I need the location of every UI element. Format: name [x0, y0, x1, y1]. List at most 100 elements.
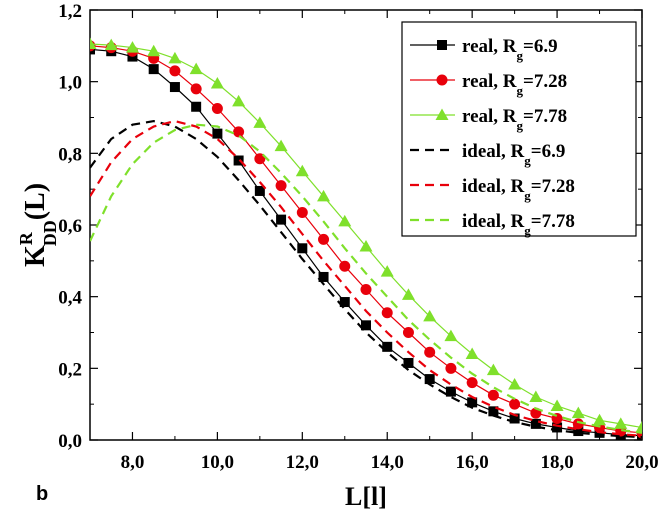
legend-label-name: ideal, R [462, 141, 525, 162]
legend-label-value: =6.9 [523, 36, 558, 57]
data-point [104, 38, 118, 51]
data-point [424, 346, 436, 358]
x-tick-label: 18,0 [540, 452, 573, 473]
data-point [552, 422, 563, 433]
data-point [297, 243, 308, 254]
x-tick-label: 14,0 [371, 452, 404, 473]
legend-label-sub: g [517, 48, 524, 63]
data-point [382, 341, 393, 352]
data-point [402, 327, 414, 338]
data-point [361, 320, 371, 331]
x-tick-label: 8,0 [121, 452, 145, 473]
data-point [465, 347, 479, 359]
legend-label: ideal, Rg=6.9 [462, 141, 565, 168]
y-tick-label: 0,4 [58, 288, 82, 309]
series-3 [90, 37, 642, 433]
legend-label-sub: g [524, 223, 531, 238]
data-point [571, 406, 585, 419]
series-1 [90, 44, 642, 440]
legend-label: real, Rg=7.28 [462, 71, 567, 98]
data-point [339, 297, 350, 308]
data-point [445, 386, 456, 397]
panel-label: b [36, 483, 48, 505]
data-point [572, 418, 584, 430]
data-point [466, 377, 478, 389]
y-axis: 0,0 0,2 0,4 0,6 0,8 1,0 1,2 [58, 1, 642, 452]
data-point [509, 398, 521, 410]
data-point [403, 357, 414, 368]
series-5 [90, 119, 642, 437]
data-point [488, 406, 499, 417]
data-point [509, 413, 520, 424]
y-axis-title-sup: R [16, 231, 36, 245]
data-point [274, 139, 288, 152]
y-tick-label: 1,0 [58, 73, 82, 94]
legend-label-sub: g [517, 83, 524, 98]
series-line [90, 119, 642, 439]
data-point [317, 189, 331, 202]
data-point [487, 389, 499, 401]
data-point [169, 65, 181, 77]
y-tick-label: 0,6 [58, 216, 82, 237]
data-point [296, 206, 308, 218]
legend-box [401, 21, 637, 237]
data-point [445, 362, 457, 374]
data-point [90, 37, 97, 50]
data-point [295, 164, 309, 177]
data-point [381, 307, 393, 319]
data-point [125, 41, 139, 53]
legend-label-name: ideal, R [462, 176, 525, 197]
data-point [232, 94, 246, 107]
data-point [360, 284, 372, 295]
data-point [211, 103, 223, 115]
legend-label: real, Rg=7.78 [462, 106, 567, 133]
x-axis: 8,0 10,0 12,0 14,0 16,0 18,0 20,0 [121, 10, 659, 473]
data-point [508, 377, 522, 390]
data-point [212, 128, 223, 139]
data-point [467, 397, 478, 408]
legend-marker [437, 40, 447, 50]
data-point [254, 153, 266, 165]
legend-label-sub: g [524, 188, 531, 203]
data-point [254, 185, 265, 196]
legend-label-name: real, R [462, 106, 517, 127]
data-point [191, 101, 202, 112]
data-point [253, 116, 267, 128]
data-point [168, 51, 182, 64]
y-tick-label: 0,0 [58, 431, 82, 452]
data-point [189, 62, 203, 75]
legend-label-name: ideal, R [462, 211, 525, 232]
data-point [339, 260, 351, 272]
data-point [233, 126, 245, 138]
legend-label-sub: g [524, 153, 531, 168]
y-tick-label: 0,2 [58, 359, 82, 380]
legend-label: real, Rg=6.9 [462, 36, 558, 63]
data-point [276, 214, 287, 225]
data-point [423, 309, 437, 322]
data-point [318, 271, 329, 282]
legend-label: ideal, Rg=7.28 [462, 176, 575, 203]
legend-label: ideal, Rg=7.78 [462, 211, 575, 238]
data-point [573, 426, 584, 437]
legend-marker [436, 74, 448, 86]
data-point [614, 417, 628, 429]
legend-label-value: =7.78 [531, 211, 575, 232]
data-point [338, 214, 352, 227]
data-point [635, 420, 642, 433]
data-point [380, 265, 394, 277]
data-point [190, 83, 202, 95]
series-layer [90, 37, 642, 440]
data-point [275, 180, 287, 192]
data-point [148, 64, 159, 75]
legend-marker [435, 108, 449, 120]
data-point [486, 363, 500, 376]
legend-label-sub: g [517, 118, 524, 133]
y-axis-title: KR DD(L) [16, 183, 60, 267]
legend-label-value: =7.28 [523, 71, 567, 92]
y-tick-label: 1,2 [58, 1, 82, 22]
x-tick-label: 20,0 [625, 452, 658, 473]
legend-label-value: =7.28 [531, 176, 575, 197]
data-point [401, 288, 415, 300]
data-point [444, 329, 458, 342]
